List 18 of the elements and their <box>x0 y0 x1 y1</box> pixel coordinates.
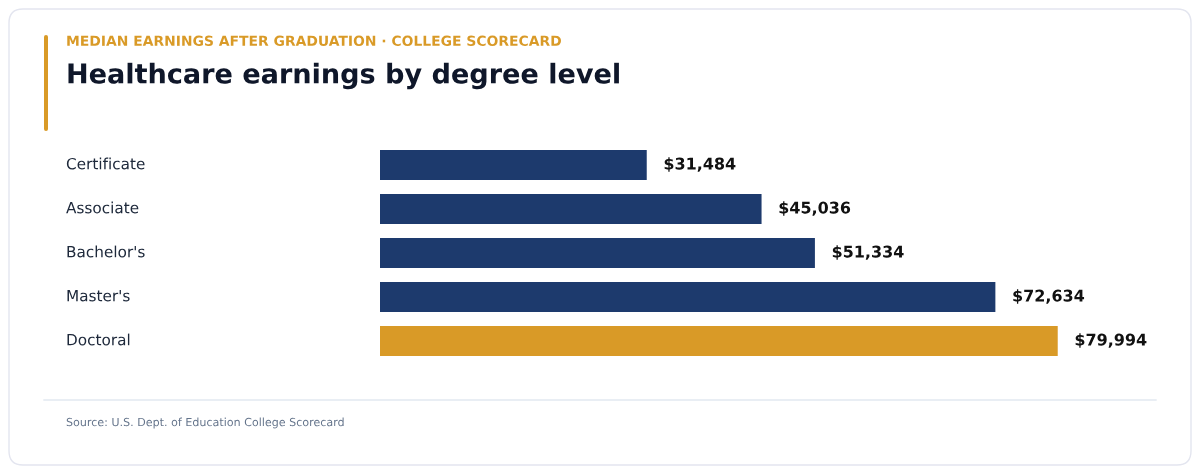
y-tick-label: Doctoral <box>67 333 130 346</box>
source-note: Source: U.S. Dept. of Education College Scorecard <box>66 417 344 429</box>
chart-title: Healthcare earnings by degree level <box>68 62 619 90</box>
data-label: $79,994 <box>1075 333 1147 348</box>
y-tick-label: Certificate <box>66 157 145 170</box>
y-tick-label: Associate <box>66 201 139 214</box>
data-label: $31,484 <box>664 157 736 172</box>
data-label: $45,036 <box>779 201 851 216</box>
bar <box>380 238 815 268</box>
bar <box>380 326 1058 356</box>
data-label: $72,634 <box>1013 289 1085 304</box>
y-tick-label: Bachelor's <box>67 245 145 258</box>
bar <box>380 194 762 224</box>
y-tick-label: Master's <box>67 290 130 302</box>
bar <box>380 282 996 312</box>
bar <box>380 150 647 180</box>
data-label: $51,334 <box>832 245 904 260</box>
chart-subtitle: MEDIAN EARNINGS AFTER GRADUATION · COLLEGE SCORECARD <box>67 35 561 47</box>
